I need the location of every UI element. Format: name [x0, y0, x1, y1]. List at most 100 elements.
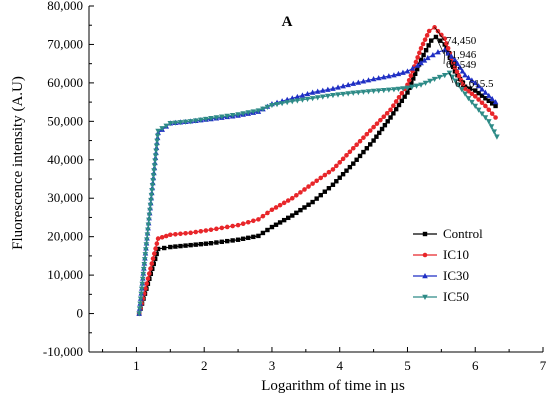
y-tick-label: 30,000	[47, 190, 83, 205]
data-point-ic10	[374, 121, 380, 126]
data-point-ic10	[340, 156, 346, 162]
data-point-ic30	[304, 90, 311, 97]
data-point-ic50	[299, 97, 306, 103]
data-point-control	[235, 237, 241, 242]
data-point-ic10	[469, 91, 475, 97]
data-point-ic10	[454, 69, 460, 75]
data-point-ic50	[370, 88, 377, 94]
data-point-ic50	[325, 93, 331, 99]
data-point-control	[409, 80, 414, 86]
data-point-ic50	[250, 109, 257, 115]
data-point-ic10	[420, 41, 426, 47]
data-point-ic10	[334, 163, 339, 169]
data-point-ic10	[472, 94, 478, 99]
data-point-ic50	[142, 252, 149, 258]
data-point-ic30	[340, 83, 346, 89]
data-point-ic10	[381, 114, 387, 120]
data-point-ic50	[284, 100, 291, 106]
data-point-ic10	[145, 276, 151, 281]
data-point-ic50	[150, 173, 157, 179]
data-point-control	[314, 196, 319, 201]
data-point-control	[294, 210, 299, 216]
data-point-ic50	[482, 115, 489, 121]
data-point-ic30	[441, 47, 448, 53]
data-point-control	[310, 199, 315, 205]
data-point-ic10	[265, 210, 270, 216]
data-point-ic10	[347, 149, 353, 155]
data-point-ic30	[386, 73, 392, 79]
data-point-ic10	[294, 193, 299, 198]
data-point-ic10	[330, 167, 336, 172]
data-point-ic50	[355, 90, 362, 96]
data-point-ic50	[152, 158, 158, 164]
data-point-ic50	[422, 80, 429, 86]
data-point-ic50	[144, 237, 150, 243]
data-point-ic30	[370, 76, 377, 82]
data-point-ic30	[472, 79, 479, 86]
data-point-control	[225, 238, 230, 244]
data-point-ic50	[485, 119, 492, 125]
data-point-ic50	[455, 82, 462, 88]
data-point-ic50	[375, 88, 382, 94]
data-point-ic50	[167, 121, 174, 127]
data-point-ic10	[219, 225, 225, 231]
data-point-ic50	[269, 102, 275, 109]
data-point-ic10	[486, 107, 492, 113]
data-point-ic10	[417, 50, 422, 56]
panel-label: A	[282, 14, 293, 30]
annotation-leader-ic10	[434, 27, 445, 41]
data-point-control	[385, 119, 390, 124]
data-point-control	[421, 52, 426, 58]
data-point-ic30	[457, 64, 463, 70]
legend-marker-control	[422, 231, 428, 237]
data-point-ic50	[139, 276, 146, 283]
x-tick-label: 5	[404, 358, 411, 373]
data-point-control	[290, 213, 295, 218]
data-point-ic50	[380, 87, 387, 94]
data-point-ic50	[400, 86, 406, 92]
data-point-ic10	[479, 100, 485, 106]
x-tick-label: 7	[540, 358, 547, 373]
data-point-ic30	[299, 92, 306, 98]
data-point-control	[265, 227, 270, 233]
data-point-ic30	[365, 77, 372, 83]
data-point-control	[246, 235, 251, 241]
data-point-control	[340, 171, 346, 177]
data-point-control	[281, 217, 287, 223]
data-point-control	[326, 186, 332, 191]
data-point-ic30	[462, 72, 468, 78]
data-point-ic10	[344, 152, 349, 158]
data-point-ic10	[178, 231, 183, 237]
data-point-ic50	[151, 168, 157, 174]
data-point-ic50	[391, 87, 397, 93]
data-point-ic50	[330, 92, 336, 99]
data-point-control	[198, 241, 204, 247]
data-point-ic10	[153, 246, 158, 251]
data-point-control	[396, 102, 402, 108]
data-point-ic10	[396, 95, 402, 100]
data-point-ic10	[302, 187, 307, 192]
data-point-control	[302, 205, 307, 210]
data-point-control	[256, 233, 261, 239]
data-point-ic50	[148, 192, 155, 199]
data-point-ic50	[149, 183, 156, 189]
data-point-ic30	[409, 65, 416, 71]
data-point-ic30	[380, 74, 387, 80]
data-point-ic50	[147, 202, 154, 208]
data-point-ic10	[256, 217, 261, 222]
legend-marker-ic30	[422, 273, 428, 279]
data-point-ic10	[150, 256, 156, 261]
data-point-ic50	[159, 126, 165, 132]
data-point-control	[322, 189, 328, 194]
data-point-ic30	[475, 83, 482, 89]
data-point-control	[188, 242, 193, 248]
data-point-ic10	[298, 190, 303, 195]
data-point-control	[168, 244, 173, 250]
data-point-ic50	[304, 96, 311, 103]
series-layer	[136, 25, 500, 317]
data-point-ic50	[436, 74, 443, 81]
data-point-ic10	[354, 142, 359, 148]
data-point-ic50	[386, 87, 392, 93]
data-point-ic10	[214, 226, 219, 232]
data-point-ic10	[361, 135, 366, 140]
